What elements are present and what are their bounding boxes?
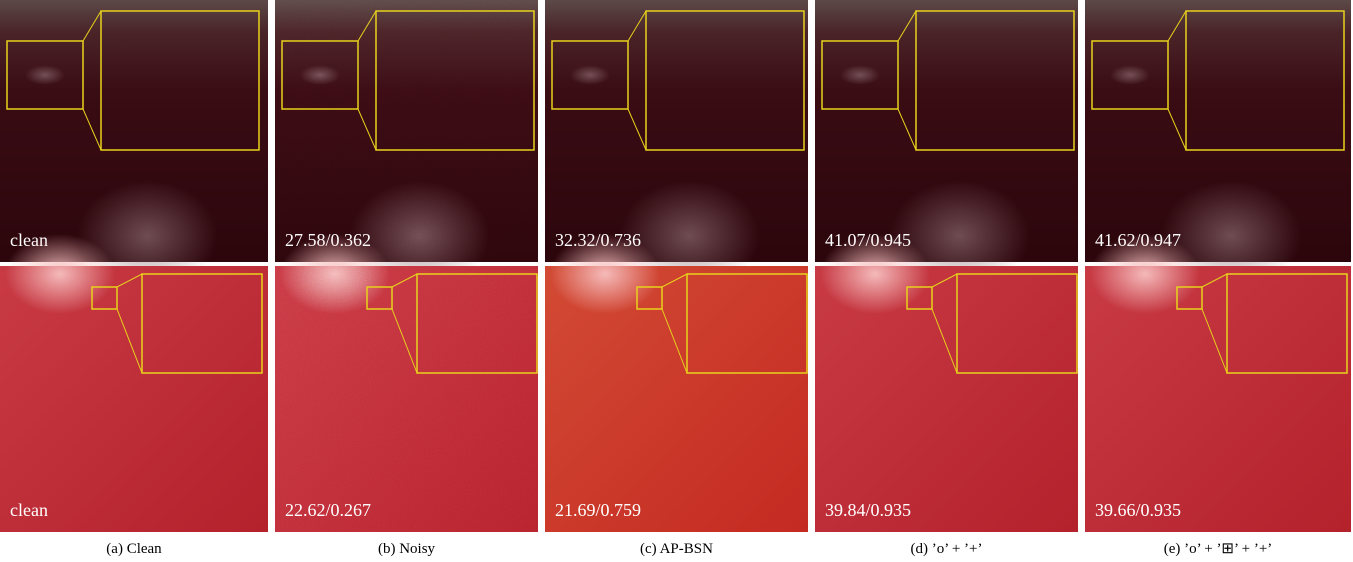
image-panel: 22.62/0.267: [275, 234, 538, 532]
image-glow: [840, 65, 880, 85]
figure: clean27.58/0.36232.32/0.73641.07/0.94541…: [0, 0, 1353, 562]
image-panel: 39.84/0.935: [815, 234, 1078, 532]
image-glow: [5, 234, 115, 314]
caption: (e) ’o’ + ’⊞’ + ’+’: [1164, 541, 1273, 557]
image-label: 21.69/0.759: [555, 500, 641, 520]
caption: (d) ’o’ + ’+’: [910, 541, 982, 557]
image-label: 22.62/0.267: [285, 500, 371, 520]
image-glow: [820, 234, 930, 314]
image-panel: 39.66/0.935: [1085, 234, 1351, 532]
image-label: clean: [10, 500, 48, 520]
image-label: 39.66/0.935: [1095, 500, 1181, 520]
caption: (c) AP-BSN: [640, 541, 713, 557]
noise: [275, 0, 538, 262]
noise: [275, 266, 538, 532]
image-glow: [1110, 65, 1150, 85]
image-label: 39.84/0.935: [825, 500, 911, 520]
image-panel: clean: [0, 234, 268, 532]
image-glow: [550, 234, 660, 314]
caption: (a) Clean: [106, 541, 162, 557]
image-glow: [25, 65, 65, 85]
image-panel: 21.69/0.759: [545, 234, 808, 532]
caption: (b) Noisy: [378, 541, 436, 557]
image-glow: [1090, 234, 1200, 314]
image-glow: [570, 65, 610, 85]
